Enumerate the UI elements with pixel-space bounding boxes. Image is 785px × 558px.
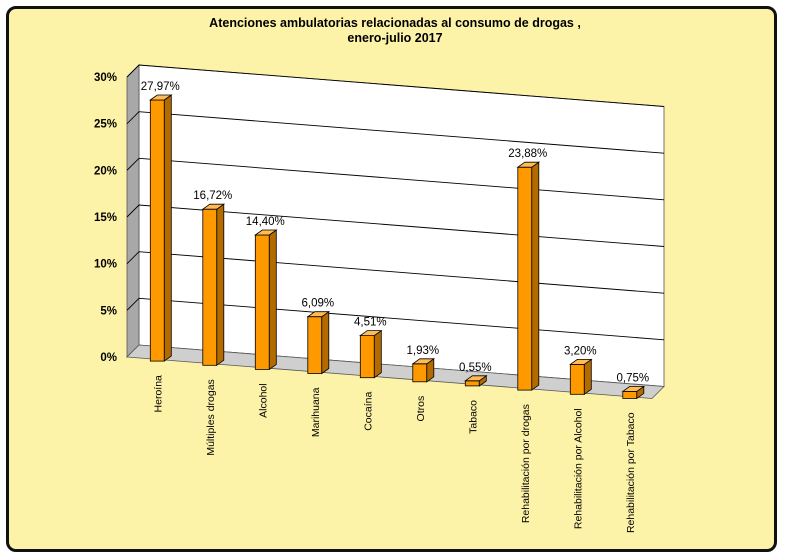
bar — [622, 390, 638, 399]
bar — [569, 363, 585, 395]
bar-top — [254, 229, 278, 236]
data-label: 27,97% — [141, 81, 180, 93]
gridline — [126, 157, 665, 201]
chart-subtitle: enero-julio 2017 — [347, 31, 442, 45]
gridline — [126, 204, 665, 247]
bar — [359, 335, 375, 379]
bar-top — [359, 330, 383, 337]
category-label: Cocaína — [362, 392, 374, 431]
y-tick-label: 20% — [94, 165, 117, 177]
bar — [254, 234, 270, 370]
y-tick-label: 25% — [94, 119, 117, 131]
gridline — [126, 297, 665, 341]
data-label: 16,72% — [193, 190, 232, 202]
bar — [412, 363, 428, 383]
bar-top — [516, 161, 541, 168]
gridline — [126, 64, 665, 107]
category-label: Tabaco — [467, 400, 479, 434]
bar-side — [268, 229, 277, 371]
chart-frame: Atenciones ambulatorias relacionadas al … — [6, 6, 777, 552]
category-label: Heroína — [152, 375, 164, 413]
plot-area: 0% 5% 10% 15% 20% 25% 30% 27,97% Heroína 16,72% Mú… — [94, 64, 665, 533]
bar-top — [569, 358, 593, 365]
bar-side — [583, 358, 592, 396]
data-label: 1,93% — [406, 345, 439, 357]
bar — [149, 99, 165, 362]
data-label: 0,75% — [616, 372, 649, 384]
bar-side — [216, 203, 225, 366]
bar — [517, 166, 533, 391]
y-tick-label: 30% — [94, 72, 117, 84]
category-label: Marihuana — [310, 387, 322, 437]
bar — [307, 316, 323, 374]
data-label: 14,40% — [246, 216, 285, 228]
category-label: Otros — [415, 396, 427, 422]
category-label: Alcohol — [257, 383, 269, 417]
y-tick-label: 0% — [100, 352, 117, 364]
y-tick-label: 10% — [94, 259, 117, 271]
gridline — [126, 251, 665, 294]
category-label: Rehabilitación por Tabaco — [625, 412, 637, 533]
category-label: Rehabilitación por drogas — [520, 404, 532, 523]
bar-top — [201, 203, 226, 210]
bar-chart: Atenciones ambulatorias relacionadas al … — [94, 16, 665, 533]
data-label: 3,20% — [564, 345, 597, 357]
y-tick-label: 15% — [94, 212, 117, 224]
category-label: Múltiples drogas — [205, 379, 217, 455]
y-tick-label: 5% — [100, 305, 117, 317]
bar-top — [149, 94, 173, 101]
gridline — [126, 111, 665, 154]
bar-side — [531, 161, 540, 391]
bar-side — [321, 310, 330, 375]
category-label: Rehabilitación por Alcohol — [572, 408, 584, 529]
chart-title: Atenciones ambulatorias relacionadas al … — [209, 16, 581, 30]
bar-side — [163, 94, 172, 362]
bar-top — [464, 375, 488, 382]
data-label: 6,09% — [301, 298, 334, 310]
bar — [202, 208, 218, 366]
data-label: 0,55% — [459, 362, 492, 374]
data-label: 4,51% — [354, 317, 387, 329]
data-label: 23,88% — [508, 148, 547, 160]
bar — [464, 380, 480, 387]
bar-top — [411, 358, 436, 365]
bar-top — [621, 385, 646, 392]
bar-top — [306, 311, 331, 318]
bar-side — [373, 329, 382, 379]
